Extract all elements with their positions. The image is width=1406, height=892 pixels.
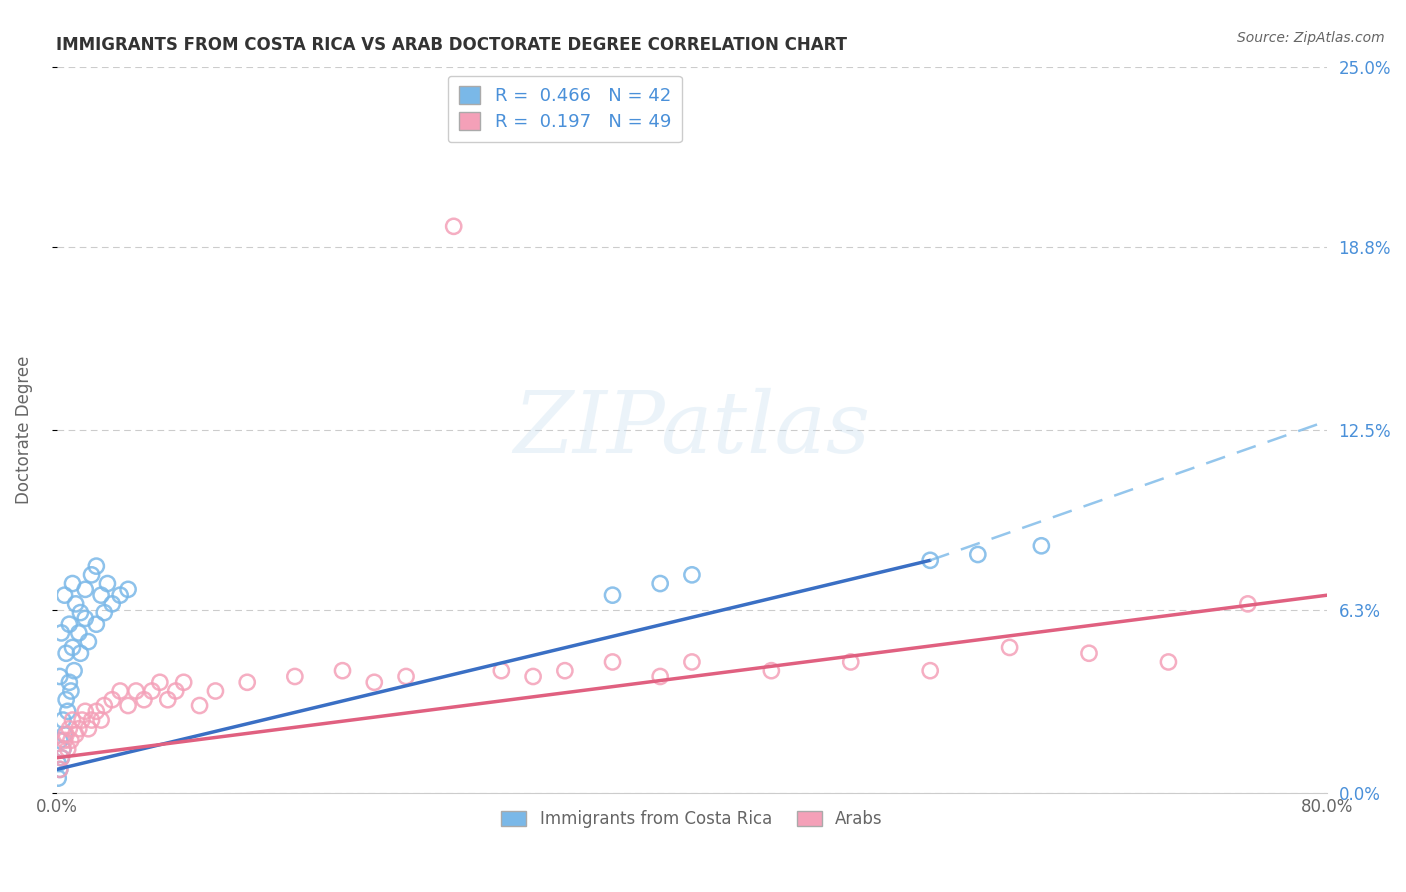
Point (53, 588, 76, 602)
Point (188, 698, 211, 713)
Point (1157, 655, 1180, 669)
Point (53, 728, 76, 742)
Point (284, 669, 307, 683)
Point (52, 742, 75, 756)
Point (75, 704, 97, 718)
Point (53, 733, 76, 747)
Point (63, 664, 86, 678)
Point (920, 553, 942, 567)
Point (49, 763, 72, 777)
Point (77, 634, 100, 648)
Point (49, 669, 72, 683)
Point (395, 669, 418, 683)
Text: IMMIGRANTS FROM COSTA RICA VS ARAB DOCTORATE DEGREE CORRELATION CHART: IMMIGRANTS FROM COSTA RICA VS ARAB DOCTO… (56, 36, 848, 54)
Point (96, 576, 118, 591)
Text: ZIPatlas: ZIPatlas (513, 388, 870, 471)
Point (62, 576, 84, 591)
Y-axis label: Doctorate Degree: Doctorate Degree (15, 355, 32, 504)
Point (108, 588, 131, 602)
Point (554, 664, 576, 678)
Point (52, 713, 75, 727)
Point (1078, 646, 1101, 660)
Point (70, 713, 93, 727)
Point (108, 684, 131, 698)
Point (49, 763, 72, 777)
Point (69, 646, 91, 660)
Point (998, 640, 1021, 655)
Point (966, 548, 988, 562)
Point (93, 606, 115, 620)
Point (56, 742, 79, 756)
Point (58, 722, 80, 736)
Point (236, 675, 259, 690)
Point (67, 722, 90, 736)
Point (602, 588, 624, 602)
Point (363, 675, 385, 690)
Point (51, 751, 73, 765)
Point (1031, 539, 1053, 553)
Point (761, 664, 783, 678)
Point (75, 611, 97, 625)
Point (650, 576, 672, 591)
Point (55, 646, 77, 660)
Point (125, 684, 148, 698)
Point (173, 675, 195, 690)
Point (117, 582, 139, 597)
Point (491, 664, 513, 678)
Point (332, 664, 354, 678)
Point (681, 567, 703, 582)
Point (522, 669, 544, 683)
Point (52, 742, 75, 756)
Point (93, 698, 115, 713)
Point (55, 728, 77, 742)
Point (141, 684, 163, 698)
Point (149, 675, 172, 690)
Point (69, 606, 91, 620)
Point (77, 722, 100, 736)
Point (443, 219, 465, 234)
Point (46, 756, 69, 771)
Point (59, 733, 82, 747)
Point (49, 733, 72, 747)
Point (681, 655, 703, 669)
Text: Source: ZipAtlas.com: Source: ZipAtlas.com (1237, 31, 1385, 45)
Point (156, 692, 179, 706)
Point (101, 597, 124, 611)
Point (1237, 597, 1260, 611)
Legend: Immigrants from Costa Rica, Arabs: Immigrants from Costa Rica, Arabs (495, 804, 890, 835)
Point (46, 771, 69, 785)
Point (51, 626, 73, 640)
Point (80, 713, 103, 727)
Point (132, 692, 155, 706)
Point (51, 751, 73, 765)
Point (59, 684, 82, 698)
Point (62, 713, 84, 727)
Point (58, 675, 80, 690)
Point (90, 713, 112, 727)
Point (55, 692, 77, 706)
Point (101, 692, 124, 706)
Point (56, 704, 79, 718)
Point (86, 559, 108, 574)
Point (839, 655, 862, 669)
Point (58, 617, 80, 632)
Point (86, 704, 108, 718)
Point (67, 626, 90, 640)
Point (602, 655, 624, 669)
Point (62, 640, 84, 655)
Point (65, 728, 87, 742)
Point (204, 684, 226, 698)
Point (650, 669, 672, 683)
Point (165, 684, 187, 698)
Point (80, 567, 103, 582)
Point (90, 588, 112, 602)
Point (86, 617, 108, 632)
Point (65, 597, 87, 611)
Point (117, 698, 139, 713)
Point (75, 582, 97, 597)
Point (920, 664, 942, 678)
